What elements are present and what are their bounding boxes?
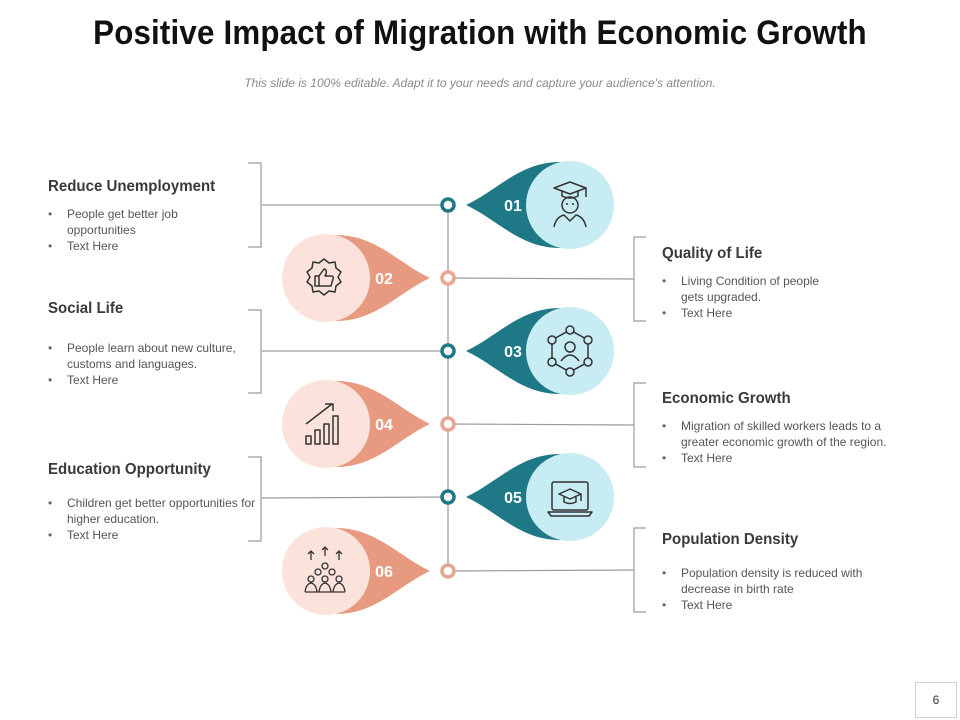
step-06-number: 06 xyxy=(375,564,393,581)
step-06-inner-circle xyxy=(282,527,370,615)
connector-04 xyxy=(447,423,635,426)
bullet: Text Here xyxy=(662,305,882,321)
block-reduce-unemployment: Reduce Unemployment People get better jo… xyxy=(48,178,268,254)
population-crowd-icon xyxy=(304,546,346,593)
step-06-marker: 06 xyxy=(282,527,430,615)
slide-subtitle: This slide is 100% editable. Adapt it to… xyxy=(244,76,716,90)
thumbs-up-badge-icon xyxy=(306,258,342,296)
page-number: 6 xyxy=(915,682,957,718)
step-01-inner-circle xyxy=(526,161,614,249)
bullet: Children get better opportunities for hi… xyxy=(48,495,263,527)
step-05-inner-circle xyxy=(526,453,614,541)
node-02 xyxy=(440,270,456,286)
step-03-inner-circle xyxy=(526,307,614,395)
node-01 xyxy=(440,197,456,213)
node-03 xyxy=(440,343,456,359)
step-03-marker: 03 xyxy=(466,307,614,395)
laptop-education-icon xyxy=(547,481,593,517)
step-05-number: 05 xyxy=(504,490,522,507)
step-02-number: 02 xyxy=(375,271,393,288)
block-economic-growth: Economic Growth Migration of skilled wor… xyxy=(662,390,886,466)
block-heading: Education Opportunity xyxy=(48,461,211,478)
step-01-number: 01 xyxy=(504,198,522,215)
bullet: Text Here xyxy=(662,450,882,466)
node-06 xyxy=(440,563,456,579)
bracket-04 xyxy=(633,382,646,468)
connector-06 xyxy=(447,569,635,572)
spine-nodes xyxy=(440,197,456,579)
bullet: Text Here xyxy=(662,597,882,613)
step-02-inner-circle xyxy=(282,234,370,322)
graduate-icon xyxy=(553,181,587,228)
bullet: Migration of skilled workers leads to a … xyxy=(662,418,913,450)
node-05 xyxy=(440,489,456,505)
connector-02 xyxy=(447,277,635,280)
block-heading: Quality of Life xyxy=(662,245,763,262)
bracket-02 xyxy=(633,236,646,322)
connector-lines xyxy=(261,204,635,572)
step-03-number: 03 xyxy=(504,344,522,361)
step-01-marker: 01 xyxy=(466,161,614,249)
growth-chart-icon xyxy=(305,403,339,445)
node-04 xyxy=(440,416,456,432)
block-heading: Social Life xyxy=(48,300,124,317)
bullet: Text Here xyxy=(48,372,268,388)
bullet: Text Here xyxy=(48,527,268,543)
block-heading: Reduce Unemployment xyxy=(48,178,216,195)
block-social-life: Social Life People learn about new cultu… xyxy=(48,300,268,388)
block-population-density: Population Density Population density is… xyxy=(662,531,882,613)
step-05-marker: 05 xyxy=(466,453,614,541)
bullet: Living Condition of people gets upgraded… xyxy=(662,273,841,305)
block-education-opportunity: Education Opportunity Children get bette… xyxy=(48,461,268,543)
bracket-06 xyxy=(633,527,646,613)
bullet: People get better job opportunities xyxy=(48,206,217,238)
network-person-icon xyxy=(547,325,593,377)
step-02-marker: 02 xyxy=(282,234,430,322)
step-04-number: 04 xyxy=(375,417,393,434)
block-heading: Economic Growth xyxy=(662,390,791,407)
bullet: People learn about new culture, customs … xyxy=(48,340,263,372)
block-quality-of-life: Quality of Life Living Condition of peop… xyxy=(662,245,882,321)
connector-05 xyxy=(261,496,449,499)
block-heading: Population Density xyxy=(662,531,799,548)
step-04-marker: 04 xyxy=(282,380,430,468)
slide-title: Positive Impact of Migration with Econom… xyxy=(93,14,867,52)
bullet: Population density is reduced with decre… xyxy=(662,565,893,597)
bullet: Text Here xyxy=(48,238,268,254)
